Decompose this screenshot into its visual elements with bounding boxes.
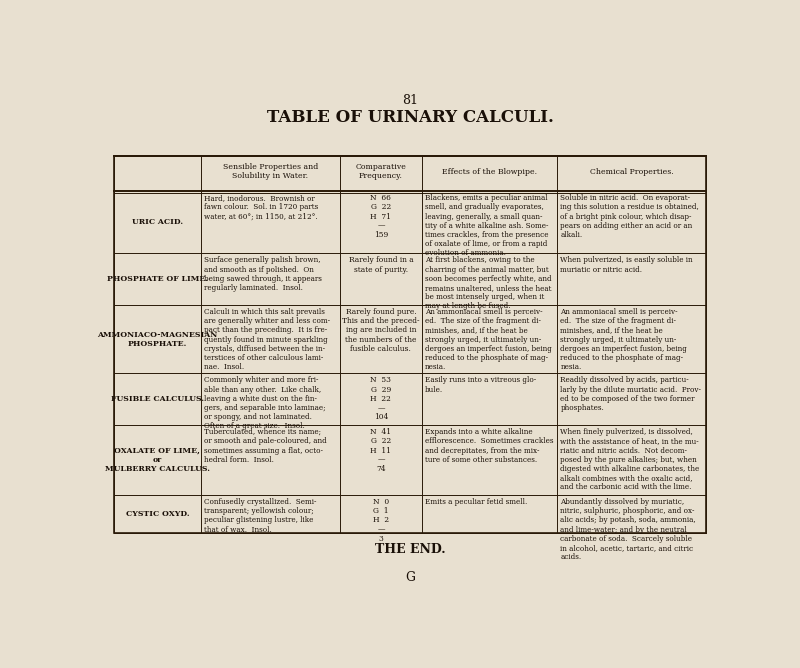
Text: Emits a peculiar fetid smell.: Emits a peculiar fetid smell. <box>425 498 527 506</box>
Text: Hard, inodorous.  Brownish or
fawn colour.  Sol. in 1720 parts
water, at 60°; in: Hard, inodorous. Brownish or fawn colour… <box>204 194 318 220</box>
Text: Confusedly crystallized.  Semi-
transparent; yellowish colour;
peculiar glisteni: Confusedly crystallized. Semi- transpare… <box>204 498 316 534</box>
Text: Rarely found pure.
This and the preced-
ing are included in
the numbers of the
f: Rarely found pure. This and the preced- … <box>342 308 420 353</box>
Text: Expands into a white alkaline
efflorescence.  Sometimes crackles
and decrepitate: Expands into a white alkaline effloresce… <box>425 428 554 464</box>
Text: An ammoniacal smell is perceiv-
ed.  The size of the fragment di-
minishes, and,: An ammoniacal smell is perceiv- ed. The … <box>560 308 687 371</box>
Text: Soluble in nitric acid.  On evaporat-
ing this solution a residue is obtained,
o: Soluble in nitric acid. On evaporat- ing… <box>560 194 699 239</box>
Text: At first blackens, owing to the
charring of the animal matter, but
soon becomes : At first blackens, owing to the charring… <box>425 257 551 311</box>
Text: THE END.: THE END. <box>374 543 446 556</box>
Text: Rarely found in a
state of purity.: Rarely found in a state of purity. <box>349 257 414 274</box>
Text: N  66
G  22
H  71
—
159: N 66 G 22 H 71 — 159 <box>370 194 391 239</box>
Text: Commonly whiter and more fri-
able than any other.  Like chalk,
leaving a white : Commonly whiter and more fri- able than … <box>204 377 326 430</box>
Text: TABLE OF URINARY CALCULI.: TABLE OF URINARY CALCULI. <box>266 110 554 126</box>
Text: URIC ACID.: URIC ACID. <box>132 218 183 226</box>
Text: Comparative
Frequency.: Comparative Frequency. <box>355 163 406 180</box>
Text: When finely pulverized, is dissolved,
with the assistance of heat, in the mu-
ri: When finely pulverized, is dissolved, wi… <box>560 428 699 492</box>
Text: PHOSPHATE OF LIME.: PHOSPHATE OF LIME. <box>106 275 208 283</box>
Text: Sensible Properties and
Solubility in Water.: Sensible Properties and Solubility in Wa… <box>223 163 318 180</box>
Text: N  41
G  22
H  11
—
74: N 41 G 22 H 11 — 74 <box>370 428 391 473</box>
Text: Effects of the Blowpipe.: Effects of the Blowpipe. <box>442 168 537 176</box>
Text: An ammoniacal smell is perceiv-
ed.  The size of the fragment di-
minishes, and,: An ammoniacal smell is perceiv- ed. The … <box>425 308 552 371</box>
Text: When pulverized, is easily soluble in
muriatic or nitric acid.: When pulverized, is easily soluble in mu… <box>560 257 693 274</box>
Text: Surface generally palish brown,
and smooth as if polished.  On
being sawed throu: Surface generally palish brown, and smoo… <box>204 257 322 292</box>
Text: Easily runs into a vitreous glo-
bule.: Easily runs into a vitreous glo- bule. <box>425 377 536 393</box>
Text: AMMONIACO-MAGNESIAN
PHOSPHATE.: AMMONIACO-MAGNESIAN PHOSPHATE. <box>98 331 218 348</box>
Text: N  53
G  29
H  22
—
104: N 53 G 29 H 22 — 104 <box>370 377 391 422</box>
Text: FUSIBLE CALCULUS.: FUSIBLE CALCULUS. <box>110 395 204 403</box>
Text: N  0
G  1
H  2
—
3: N 0 G 1 H 2 — 3 <box>373 498 389 543</box>
Text: Calculi in which this salt prevails
are generally whiter and less com-
pact than: Calculi in which this salt prevails are … <box>204 308 330 371</box>
Text: G: G <box>405 571 415 584</box>
Text: Chemical Properties.: Chemical Properties. <box>590 168 674 176</box>
Text: Blackens, emits a peculiar animal
smell, and gradually evaporates,
leaving, gene: Blackens, emits a peculiar animal smell,… <box>425 194 548 257</box>
Text: CYSTIC OXYD.: CYSTIC OXYD. <box>126 510 189 518</box>
Text: Readily dissolved by acids, particu-
larly by the dilute muriatic acid.  Prov-
e: Readily dissolved by acids, particu- lar… <box>560 377 702 412</box>
Text: Abundantly dissolved by muriatic,
nitric, sulphuric, phosphoric, and ox-
alic ac: Abundantly dissolved by muriatic, nitric… <box>560 498 696 561</box>
Text: 81: 81 <box>402 94 418 107</box>
Text: Tuberculated, whence its name;
or smooth and pale-coloured, and
sometimes assumi: Tuberculated, whence its name; or smooth… <box>204 428 326 464</box>
Text: OXALATE OF LIME,
or
MULBERRY CALCULUS.: OXALATE OF LIME, or MULBERRY CALCULUS. <box>105 447 210 473</box>
